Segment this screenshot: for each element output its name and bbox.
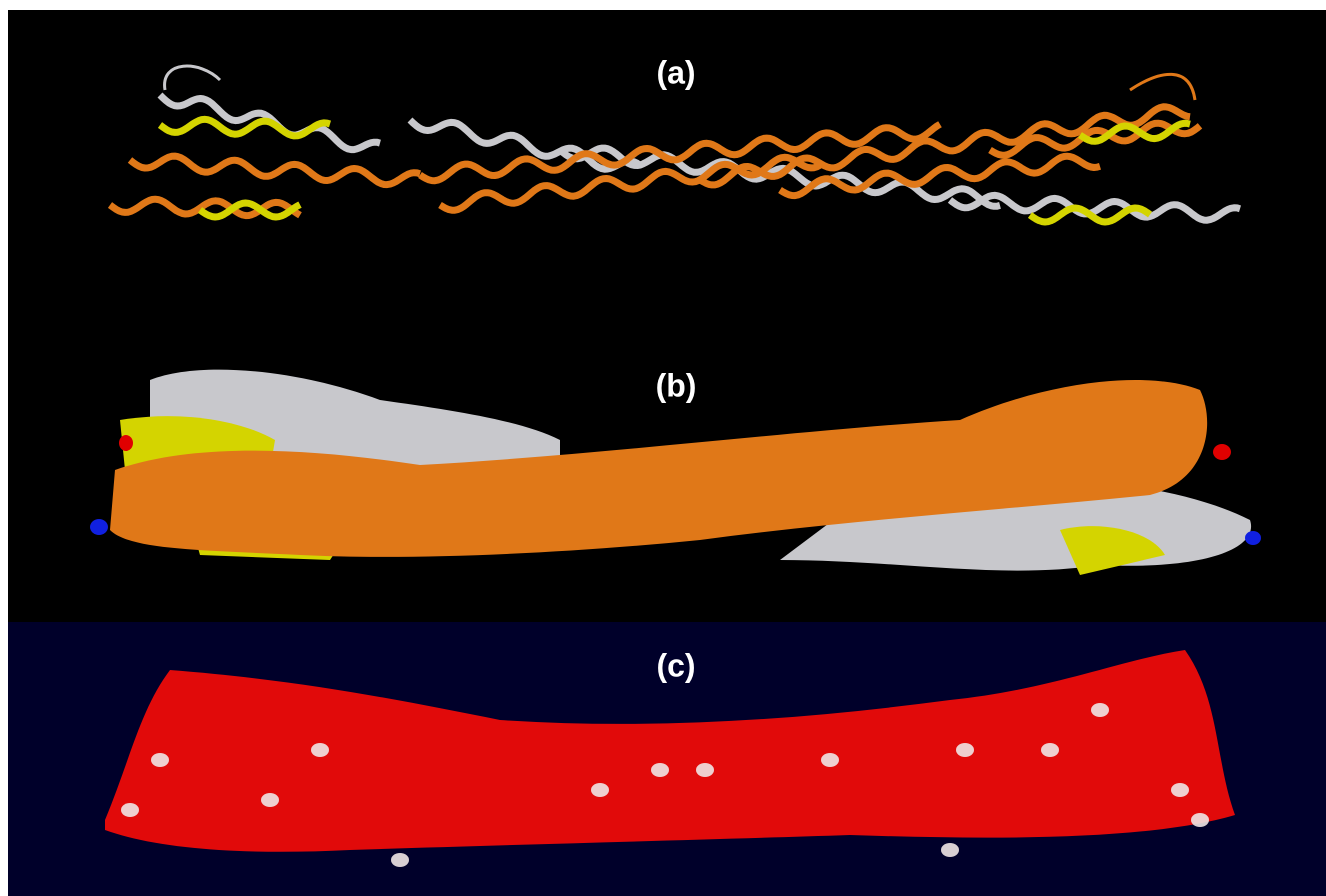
neutral-patch (956, 743, 974, 757)
neutral-patch (121, 803, 139, 817)
neutral-patch (391, 853, 409, 867)
helix (947, 191, 1242, 224)
helix (778, 152, 1102, 200)
surface-electrostatic (105, 650, 1235, 852)
helix (698, 103, 1191, 189)
neutral-patch (261, 793, 279, 807)
loop (1129, 72, 1197, 101)
panel-label: (c) (656, 647, 695, 683)
helix (407, 117, 642, 173)
terminus (119, 435, 133, 451)
helix (157, 115, 332, 140)
neutral-patch (821, 753, 839, 767)
helix (557, 144, 1001, 210)
neutral-patch (311, 743, 329, 757)
terminus (90, 519, 108, 535)
surface-orange (110, 380, 1208, 557)
neutral-patch (696, 763, 714, 777)
loop (163, 64, 222, 91)
helix (418, 121, 942, 185)
neutral-patch (1171, 783, 1189, 797)
surface-yellow (1060, 526, 1165, 575)
helix (157, 92, 381, 154)
neutral-patch (1191, 813, 1209, 827)
terminus (1213, 444, 1231, 460)
neutral-patch (1091, 703, 1109, 717)
helix (1078, 119, 1191, 145)
panel-label: (a) (656, 54, 695, 90)
neutral-patch (591, 783, 609, 797)
neutral-patch (941, 843, 959, 857)
neutral-patch (1041, 743, 1059, 757)
terminus (1245, 531, 1261, 545)
panel-label: (b) (656, 367, 697, 403)
helix (988, 119, 1203, 159)
helix (197, 199, 302, 221)
helix (1027, 204, 1153, 226)
neutral-patch (651, 763, 669, 777)
structures (90, 64, 1261, 867)
helix (438, 153, 822, 214)
helix (127, 152, 422, 189)
neutral-patch (151, 753, 169, 767)
helix (107, 195, 302, 220)
